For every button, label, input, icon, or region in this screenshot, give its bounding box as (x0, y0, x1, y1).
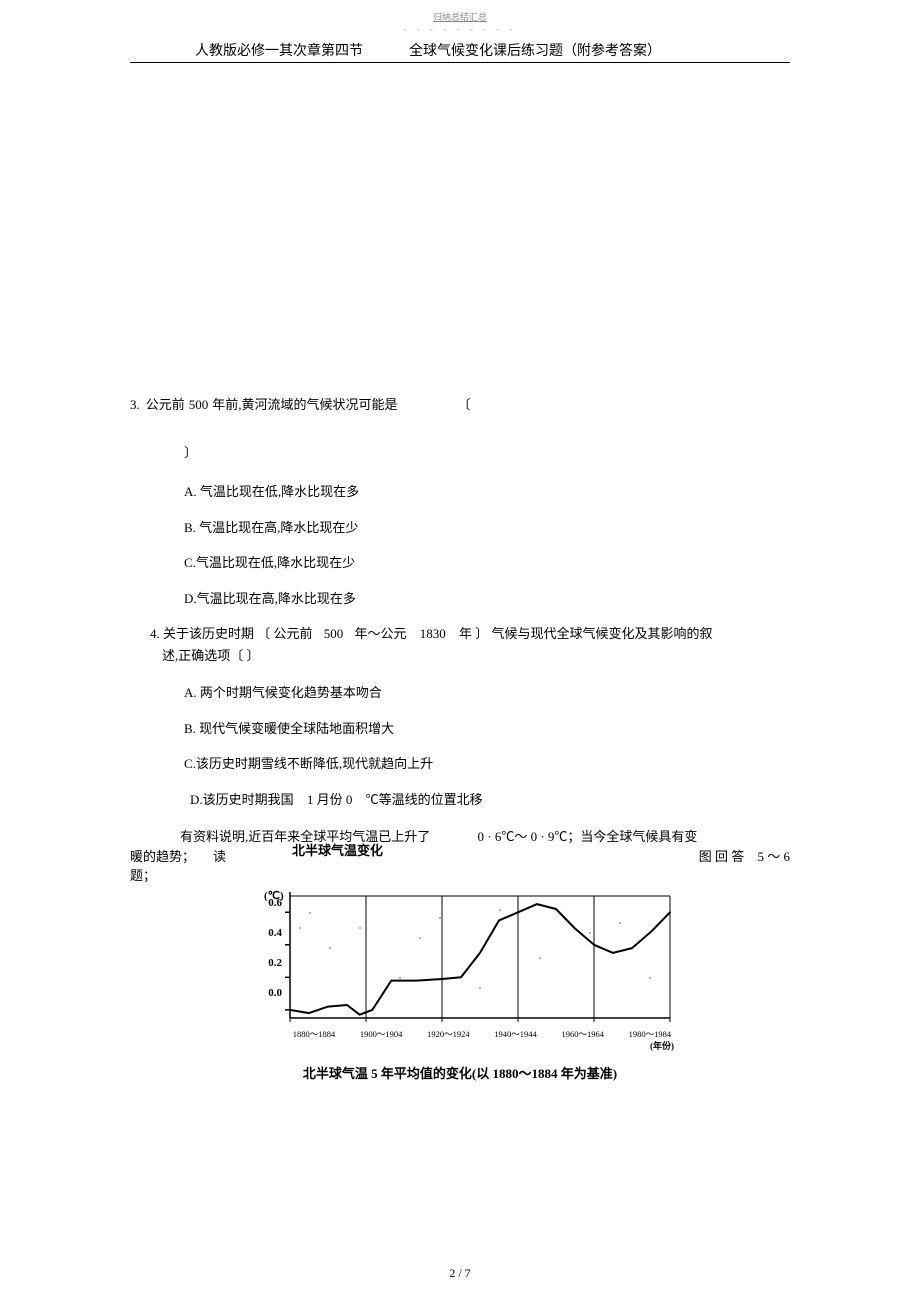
content-body: 3. 公元前 500 年前,黄河流域的气候状况可能是 〔 〕 A. 气温比现在低… (130, 395, 790, 1083)
q4-stem1-a: 关于该历史时期 〔 公元前 (163, 626, 313, 641)
q3-stem-b: 年前,黄河流域的气候状况可能是 (212, 395, 397, 415)
q4-stem2: 述,正确选项〔 〕 (162, 646, 790, 666)
q3-year: 500 (189, 395, 209, 415)
xtick-2: 1920～1924 (418, 1028, 478, 1041)
q3-bracket-open: 〔 (458, 395, 471, 415)
header-rule (130, 62, 790, 63)
q4-number: 4. (150, 626, 160, 641)
chart-svg (240, 888, 680, 1028)
ytick-3: 0.0 (258, 988, 282, 1018)
q4-stem1-b: 年～公元 (355, 626, 407, 641)
q4-stem1-c: 年 〕 气候与现代全球气候变化及其影响的叙 (459, 626, 713, 641)
ytick-1: 0.4 (258, 928, 282, 958)
chart-x-ticks: 1880～1884 1900～1904 1920～1924 1940～1944 … (284, 1028, 680, 1041)
q4-option-a: A. 两个时期气候变化趋势基本吻合 (184, 683, 790, 703)
xtick-5: 1980～1984 (620, 1028, 680, 1041)
q4-d-c: ℃等温线的位置北移 (366, 792, 483, 807)
q3-stem-a: 公元前 (146, 395, 185, 415)
q3-option-b: B. 气温比现在高,降水比现在少 (184, 518, 790, 538)
passage-line2: 暖的趋势； 读 图 回 答 5 ～ 6 (130, 847, 790, 867)
watermark-dashes: - - - - - - - - - (0, 24, 920, 34)
q4-option-b: B. 现代气候变暖使全球陆地面积增大 (184, 719, 790, 739)
header-left: 人教版必修一其次章第四节 (195, 40, 363, 60)
xtick-3: 1940～1944 (486, 1028, 546, 1041)
chart-y-ticks: 0.6 0.4 0.2 0.0 (258, 898, 282, 1018)
q3-option-c: C.气温比现在低,降水比现在少 (184, 553, 790, 573)
chart-overlay-title: 北半球气温变化 (292, 841, 383, 861)
q4-option-d: D.该历史时期我国 1 月份 0 ℃等温线的位置北移 (190, 790, 790, 810)
passage-l2-right-b: 5 ～ 6 (757, 849, 790, 864)
q3-option-d: D.气温比现在高,降水比现在多 (184, 589, 790, 609)
header-right: 全球气候变化课后练习题（附参考答案） (409, 40, 661, 60)
watermark-text: 归纳总结汇总 (0, 10, 920, 23)
q3-option-a: A. 气温比现在低,降水比现在多 (184, 482, 790, 502)
page-header: 人教版必修一其次章第四节 全球气候变化课后练习题（附参考答案） (195, 40, 735, 60)
passage-l1b: 0 · 6℃～ 0 · 9℃；当今全球气候具有变 (478, 829, 698, 844)
passage-l2-mid: 读 (213, 847, 226, 867)
chart-x-axis-label: (年份) (650, 1040, 674, 1054)
xtick-1: 1900～1904 (351, 1028, 411, 1041)
q4-year2: 1830 (420, 626, 446, 641)
q4-d-a: D.该历史时期我国 (190, 792, 294, 807)
passage-line1: 有资料说明,近百年来全球平均气温已上升了 0 · 6℃～ 0 · 9℃；当今全球… (180, 827, 790, 847)
page-footer: 2 / 7 (0, 1266, 920, 1281)
passage-line3: 题； (130, 866, 790, 886)
q3-stem: 3. 公元前 500 年前,黄河流域的气候状况可能是 〔 (130, 395, 790, 415)
q3-number: 3. (130, 395, 140, 415)
ytick-2: 0.2 (258, 958, 282, 988)
q4-stem: 4. 关于该历史时期 〔 公元前 500 年～公元 1830 年 〕 气候与现代… (150, 624, 790, 665)
q3-bracket-close: 〕 (184, 443, 790, 463)
chart-caption: 北半球气温 5 年平均值的变化(以 1880～1884 年为基准) (130, 1064, 790, 1084)
q4-year1: 500 (324, 626, 344, 641)
passage-l2-right-a: 图 回 答 (699, 849, 745, 864)
q4-option-c: C.该历史时期雪线不断降低,现代就趋向上升 (184, 754, 790, 774)
q4-d-b: 1 月份 0 (307, 792, 353, 807)
passage-l2-left: 暖的趋势； (130, 847, 195, 867)
passage-block: 有资料说明,近百年来全球平均气温已上升了 0 · 6℃～ 0 · 9℃；当今全球… (130, 827, 790, 1083)
xtick-4: 1960～1964 (553, 1028, 613, 1041)
xtick-0: 1880～1884 (284, 1028, 344, 1041)
ytick-0: 0.6 (258, 898, 282, 928)
temperature-chart: (℃) 0.6 0.4 0.2 0.0 1880～1884 1900～1904 … (240, 888, 680, 1058)
